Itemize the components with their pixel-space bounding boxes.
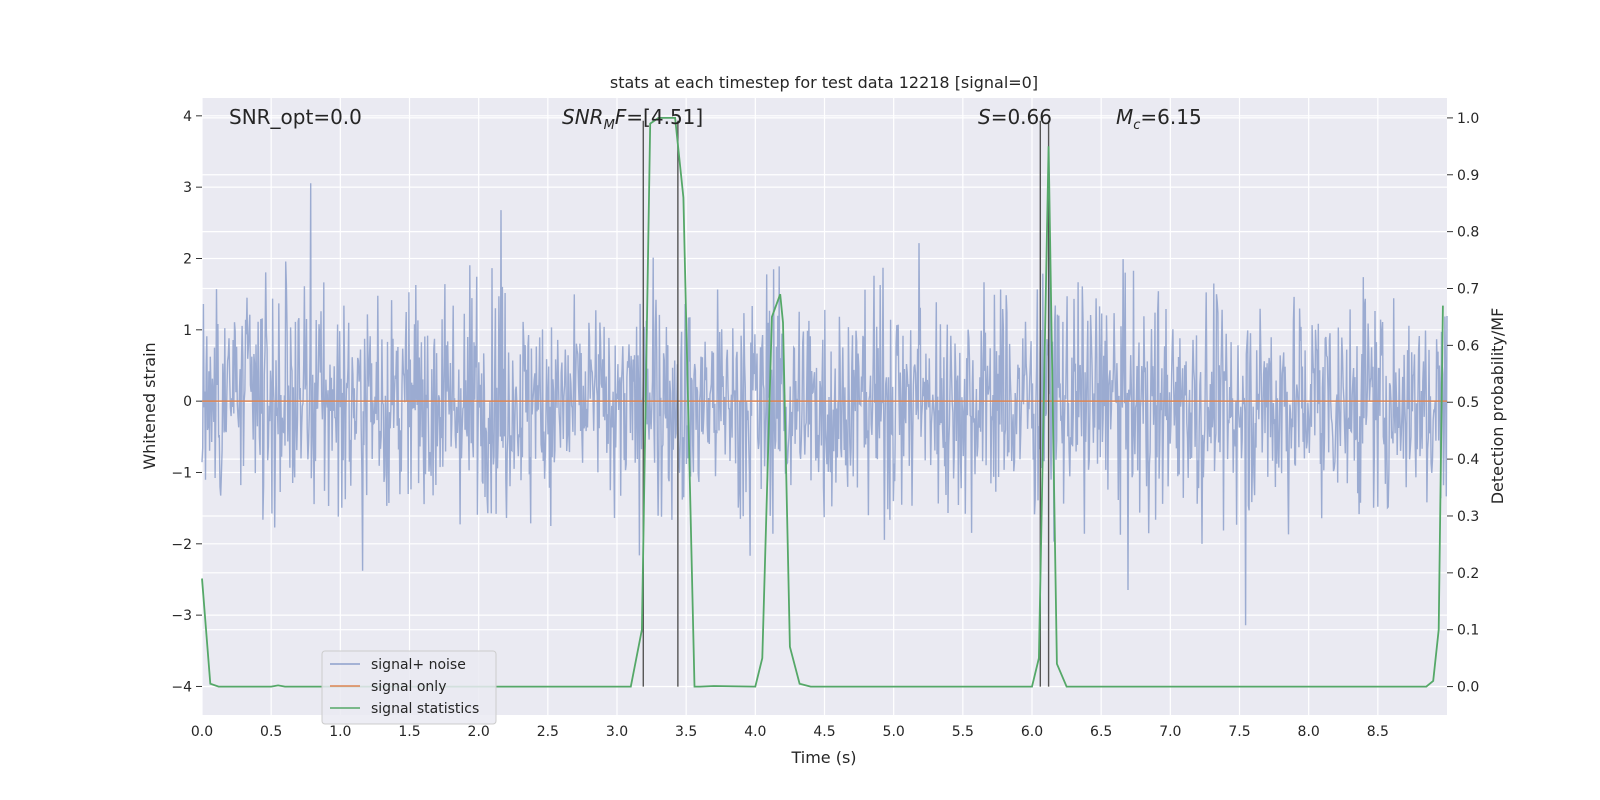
chart-title: stats at each timestep for test data 122…: [610, 73, 1038, 92]
y-tick-label: −2: [171, 537, 192, 553]
x-tick-label: 7.0: [1159, 724, 1181, 740]
x-tick-label: 1.5: [398, 724, 420, 740]
x-tick-label: 4.5: [813, 724, 835, 740]
y-right-tick-label: 0.5: [1457, 395, 1479, 411]
annotation-snr-mf-value: =[4.51]: [626, 105, 703, 129]
y-tick-label: 2: [183, 251, 192, 267]
y-right-axis-label: Detection probability/MF: [1488, 308, 1507, 505]
y-right-tick-label: 1.0: [1457, 111, 1479, 127]
legend-box: [321, 650, 497, 725]
y-right-tick-label: 0.6: [1457, 338, 1479, 354]
y-tick-label: 4: [183, 109, 192, 125]
x-tick-label: 6.0: [1021, 724, 1043, 740]
noise-series: [201, 183, 1448, 626]
annotation-snr-opt: SNR_opt=0.0: [229, 105, 362, 129]
y-right-tick-label: 0.9: [1457, 168, 1479, 184]
legend-label-stats: signal statistics: [371, 701, 479, 717]
x-tick-label: 8.0: [1298, 724, 1320, 740]
x-tick-label: 2.5: [537, 724, 559, 740]
x-tick-label: 8.5: [1367, 724, 1389, 740]
x-tick-label: 5.0: [883, 724, 905, 740]
annotation-s: S=0.66: [978, 105, 1052, 129]
y-right-tick-label: 0.2: [1457, 566, 1479, 582]
y-tick-label: −1: [171, 465, 192, 481]
noise-trace: [201, 183, 1448, 626]
annotation-s-value: =0.66: [991, 105, 1052, 129]
annotation-snr-mf: SNRMF=[4.51]: [562, 105, 703, 133]
x-tick-label: 7.5: [1228, 724, 1250, 740]
y-right-tick-label: 0.1: [1457, 623, 1479, 639]
y-tick-label: −3: [171, 608, 192, 624]
y-tick-label: −4: [171, 679, 192, 695]
y-tick-label: 0: [183, 394, 192, 410]
x-axis-label: Time (s): [790, 748, 856, 767]
y-axis-label: Whitened strain: [140, 342, 159, 469]
x-tick-label: 4.0: [744, 724, 766, 740]
y-tick-label: 3: [183, 180, 192, 196]
x-tick-label: 1.0: [329, 724, 351, 740]
y-right-tick-label: 0.7: [1457, 282, 1479, 298]
annotation-mc: Mc=6.15: [1116, 105, 1202, 133]
y-right-tick-label: 0.4: [1457, 452, 1479, 468]
legend: signal+ noise signal only signal statist…: [321, 650, 497, 725]
x-tick-label: 5.5: [952, 724, 974, 740]
legend-label-signal: signal only: [371, 679, 446, 695]
x-tick-label: 0.5: [260, 724, 282, 740]
x-tick-label: 0.0: [191, 724, 213, 740]
legend-label-noise: signal+ noise: [371, 657, 466, 673]
x-tick-label: 2.0: [468, 724, 490, 740]
x-axis-ticks: 0.0 0.5 1.0 1.5 2.0 2.5 3.0 3.5 4.0 4.5 5.0 5.5 6.0 6…: [191, 724, 1389, 740]
y-tick-label: 1: [183, 323, 192, 339]
y-axis-ticks: 4 3 2 1 0 −1 −2 −3 −4: [171, 109, 202, 695]
y-right-axis-ticks: 1.0 0.9 0.8 0.7 0.6 0.5 0.4 0.3 0.2 0.1 0.0: [1447, 111, 1479, 696]
y-right-tick-label: 0.0: [1457, 680, 1479, 696]
x-tick-label: 3.5: [675, 724, 697, 740]
y-right-tick-label: 0.3: [1457, 509, 1479, 525]
y-right-tick-label: 0.8: [1457, 225, 1479, 241]
annotation-mc-value: =6.15: [1140, 105, 1201, 129]
x-tick-label: 6.5: [1090, 724, 1112, 740]
x-tick-label: 3.0: [606, 724, 628, 740]
